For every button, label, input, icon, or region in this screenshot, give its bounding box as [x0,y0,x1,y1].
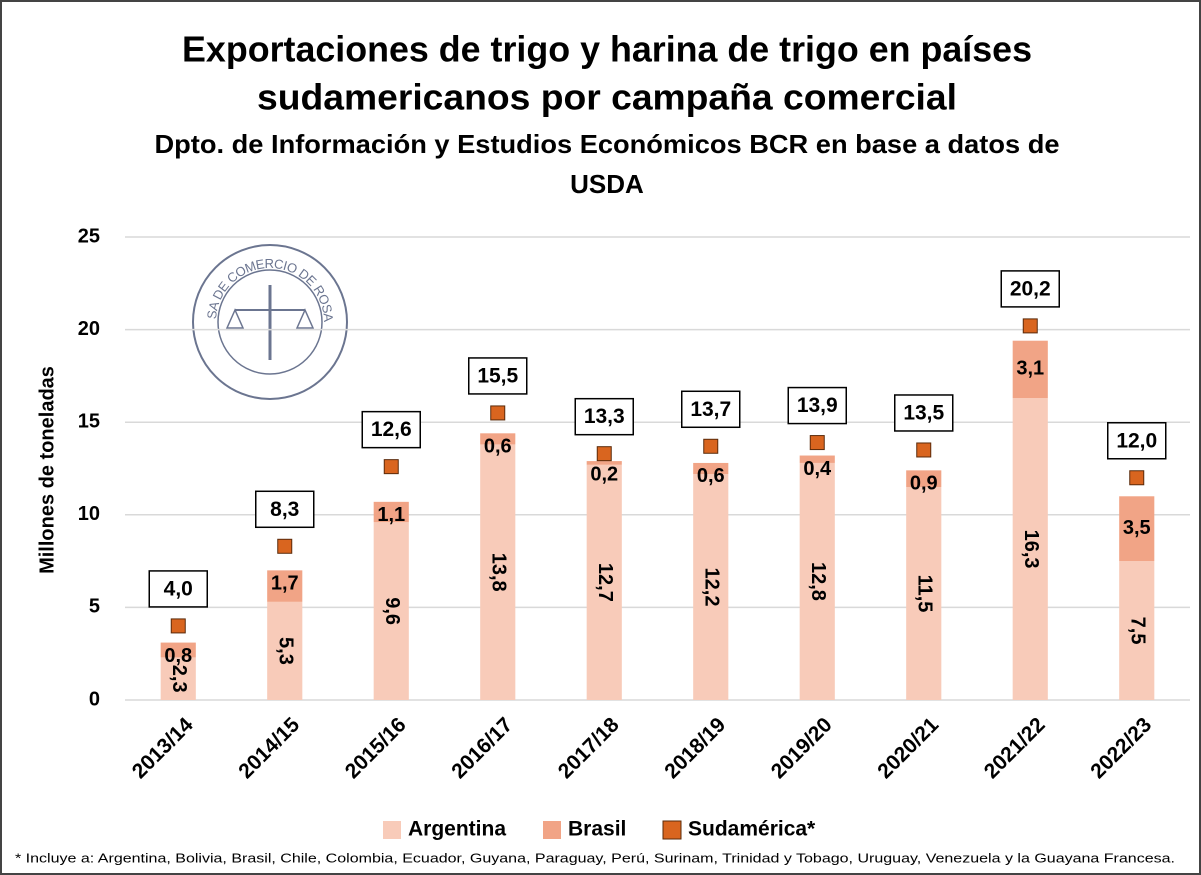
total-marker [490,405,506,421]
bar-segment [906,487,942,700]
total-label: 12,0 [1116,429,1157,452]
data-label: 12,2 [700,568,722,607]
bar-segment [480,433,516,445]
legend-label: Argentina [408,818,506,841]
total-label: 20,2 [1010,277,1051,300]
data-label: 2,3 [168,665,190,693]
bar-segment [906,470,942,488]
total-marker [1129,470,1145,486]
bar-segment [799,455,835,463]
data-label: 0,9 [910,473,938,495]
y-tick-label: 25 [78,225,100,247]
chart-subtitle: Dpto. de Información y Estudios Económic… [155,129,1060,159]
y-tick-label: 10 [78,503,100,525]
bar-segment [799,462,835,700]
bar-segment [1119,561,1155,700]
bar-segment [160,657,196,700]
bar-segment [693,474,729,700]
legend-label: Brasil [568,818,626,841]
data-label: 0,8 [164,645,192,667]
bar-segment [480,444,516,700]
total-marker [170,618,186,634]
total-marker [383,459,399,475]
total-label-box [148,570,208,608]
total-marker [703,438,719,454]
data-label: 0,6 [697,465,725,487]
data-label: 0,2 [590,463,618,485]
total-label-box [468,357,528,395]
bar-segment [160,642,196,658]
total-label: 12,6 [371,418,412,441]
legend-swatch [383,821,401,839]
data-label: 16,3 [1020,530,1042,569]
data-label: 5,3 [274,637,296,665]
y-tick-label: 0 [89,688,100,710]
total-label-box [681,390,741,429]
total-label-box [361,410,421,449]
total-label: 4,0 [164,577,193,600]
bar-segment [267,570,303,602]
bar-segment [586,464,622,700]
logo-scale [225,308,315,329]
total-label-box [1107,422,1167,460]
total-label: 13,5 [903,402,944,425]
total-label: 13,9 [797,394,838,417]
legend-swatch [662,820,682,840]
bar-segment [1012,398,1048,700]
legend-swatch [543,821,561,839]
total-marker [809,435,825,451]
total-label: 13,3 [584,405,625,428]
total-label-box [574,397,634,436]
total-label-box [787,386,847,425]
y-axis-label: Millones de toneladas [36,366,58,574]
bar-segment [373,501,409,523]
data-label: 1,7 [271,573,299,595]
chart-title: sudamericanos por campaña comercial [257,77,957,118]
y-tick-label: 15 [78,410,100,432]
bar-segment [267,601,303,700]
total-marker [596,446,612,462]
total-marker [1022,318,1038,334]
y-tick-label: 20 [78,318,100,340]
total-marker [916,442,932,458]
total-label: 15,5 [477,364,518,387]
data-label: 3,5 [1123,517,1151,539]
bar-segment [693,462,729,475]
total-label: 13,7 [690,398,731,421]
logo-ring [217,269,323,375]
data-label: 9,6 [381,597,403,625]
bar-segment [586,461,622,465]
chart-title: Exportaciones de trigo y harina de trigo… [182,29,1032,70]
bar-segment [1012,340,1048,399]
data-label: 0,6 [484,436,512,458]
total-marker [277,538,293,554]
bar-segment [1119,496,1155,562]
data-label: 0,4 [803,458,832,480]
bar-segment [373,522,409,700]
total-label-box [894,394,954,432]
legend-label: Sudamérica* [688,818,816,841]
y-tick-label: 5 [89,596,100,618]
data-label: 12,8 [807,562,829,601]
data-label: 12,7 [594,563,616,602]
footnote: * Incluye a: Argentina, Bolivia, Brasil,… [15,851,1175,865]
total-label: 8,3 [270,498,299,521]
total-label-box [1000,270,1060,308]
total-label-box [255,490,315,529]
data-label: 13,8 [487,553,509,592]
chart-subtitle: USDA [570,169,644,199]
data-label: 7,5 [1126,617,1148,645]
data-label: 3,1 [1016,358,1044,380]
data-label: 11,5 [913,575,935,613]
data-label: 1,1 [377,504,405,526]
